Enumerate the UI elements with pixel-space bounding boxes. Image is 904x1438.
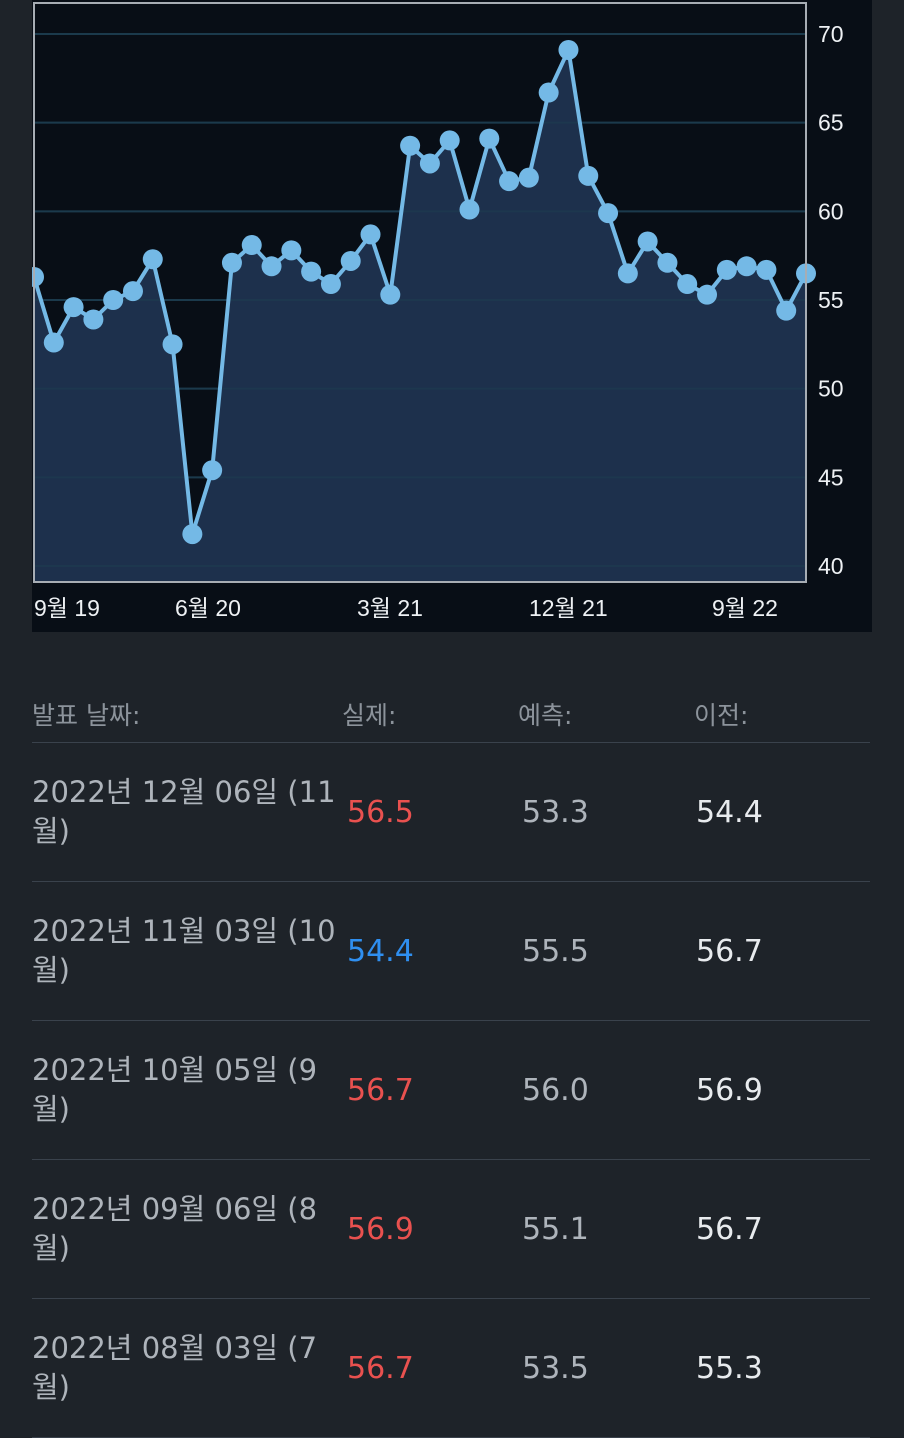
data-point (281, 240, 302, 261)
table-header: 발표 날짜: 실제: 예측: 이전: (32, 672, 870, 743)
x-tick-label: 3월 21 (357, 595, 423, 621)
previous-value: 56.9 (696, 1073, 763, 1108)
data-point (380, 284, 401, 305)
y-tick-label: 40 (818, 553, 844, 579)
plot-frame (33, 2, 807, 583)
area-fill (34, 49, 806, 582)
previous-value: 54.4 (696, 795, 763, 830)
forecast-value: 55.5 (522, 934, 589, 969)
data-point (439, 130, 460, 151)
data-point (162, 334, 183, 355)
actual-value: 56.7 (347, 1351, 414, 1386)
data-point (63, 297, 84, 318)
x-tick-label: 9월 22 (712, 595, 778, 621)
data-point (43, 332, 64, 353)
release-date: 2022년 10월 05일 (9월) (32, 1053, 318, 1126)
y-tick-label: 65 (818, 110, 844, 136)
data-point (103, 290, 124, 310)
data-point (637, 231, 658, 252)
data-point (598, 203, 619, 224)
actual-value: 56.9 (347, 1212, 414, 1247)
series-line (32, 47, 808, 537)
data-point (756, 259, 777, 280)
data-point (221, 252, 242, 273)
header-release-date: 발표 날짜: (32, 701, 141, 730)
line-chart[interactable]: 40 45 50 55 60 65 70 9월 19 6월 20 3월 21 12월 21 9월 2… (32, 0, 872, 632)
chart-panel: 40 45 50 55 60 65 70 9월 19 6월 20 3월 21 12월 21 9월 2… (32, 0, 872, 632)
previous-value: 56.7 (696, 934, 763, 969)
y-tick-label: 45 (818, 464, 844, 490)
data-point (261, 256, 282, 277)
data-point (776, 300, 797, 321)
data-point (657, 252, 678, 273)
previous-value: 55.3 (696, 1351, 763, 1386)
data-point (677, 274, 698, 295)
data-point (578, 165, 599, 186)
data-point (202, 460, 223, 481)
data-point (360, 224, 381, 245)
data-point (697, 284, 718, 305)
data-point (400, 135, 421, 156)
release-date: 2022년 12월 06일 (11월) (32, 775, 336, 848)
data-point (182, 524, 203, 545)
data-point (479, 128, 500, 149)
header-forecast: 예측: (518, 701, 573, 730)
table-row[interactable]: 2022년 11월 03일 (10월) 54.4 55.5 56.7 (32, 882, 870, 1021)
data-point (518, 167, 539, 188)
release-date: 2022년 08월 03일 (7월) (32, 1331, 318, 1404)
header-previous: 이전: (694, 701, 749, 730)
forecast-value: 53.3 (522, 795, 589, 830)
y-tick-label: 50 (818, 376, 844, 402)
data-point (122, 281, 143, 302)
header-actual: 실제: (342, 701, 397, 730)
data-point (340, 250, 361, 271)
actual-value: 54.4 (347, 934, 414, 969)
actual-value: 56.7 (347, 1073, 414, 1108)
x-tick-label: 6월 20 (175, 595, 241, 621)
release-date: 2022년 09월 06일 (8월) (32, 1192, 318, 1265)
forecast-value: 53.5 (522, 1351, 589, 1386)
y-tick-label: 60 (818, 198, 844, 224)
y-tick-label: 55 (818, 287, 844, 313)
data-point (459, 199, 480, 220)
release-date: 2022년 11월 03일 (10월) (32, 914, 336, 987)
data-point (617, 263, 638, 284)
table-row[interactable]: 2022년 09월 06일 (8월) 56.9 55.1 56.7 (32, 1160, 870, 1299)
x-tick-label: 9월 19 (34, 595, 100, 621)
x-tick-label: 12월 21 (529, 595, 608, 621)
table-row[interactable]: 2022년 12월 06일 (11월) 56.5 53.3 54.4 (32, 743, 870, 882)
table-row[interactable]: 2022년 10월 05일 (9월) 56.7 56.0 56.9 (32, 1021, 870, 1160)
data-point (736, 256, 757, 277)
actual-value: 56.5 (347, 795, 414, 830)
y-tick-label: 70 (818, 21, 844, 47)
data-point (419, 153, 440, 174)
previous-value: 56.7 (696, 1212, 763, 1247)
forecast-value: 55.1 (522, 1212, 589, 1247)
data-point (499, 171, 520, 192)
data-point (558, 39, 579, 60)
table-row[interactable]: 2022년 08월 03일 (7월) 56.7 53.5 55.3 (32, 1299, 870, 1438)
data-point (301, 261, 322, 282)
history-table: 발표 날짜: 실제: 예측: 이전: 2022년 12월 06일 (11월) 5… (32, 672, 870, 1438)
data-point (716, 259, 737, 280)
data-point (83, 309, 104, 330)
data-point (241, 235, 262, 256)
data-point (142, 249, 163, 270)
data-point (320, 274, 341, 295)
forecast-value: 56.0 (522, 1073, 589, 1108)
data-point (538, 82, 559, 103)
